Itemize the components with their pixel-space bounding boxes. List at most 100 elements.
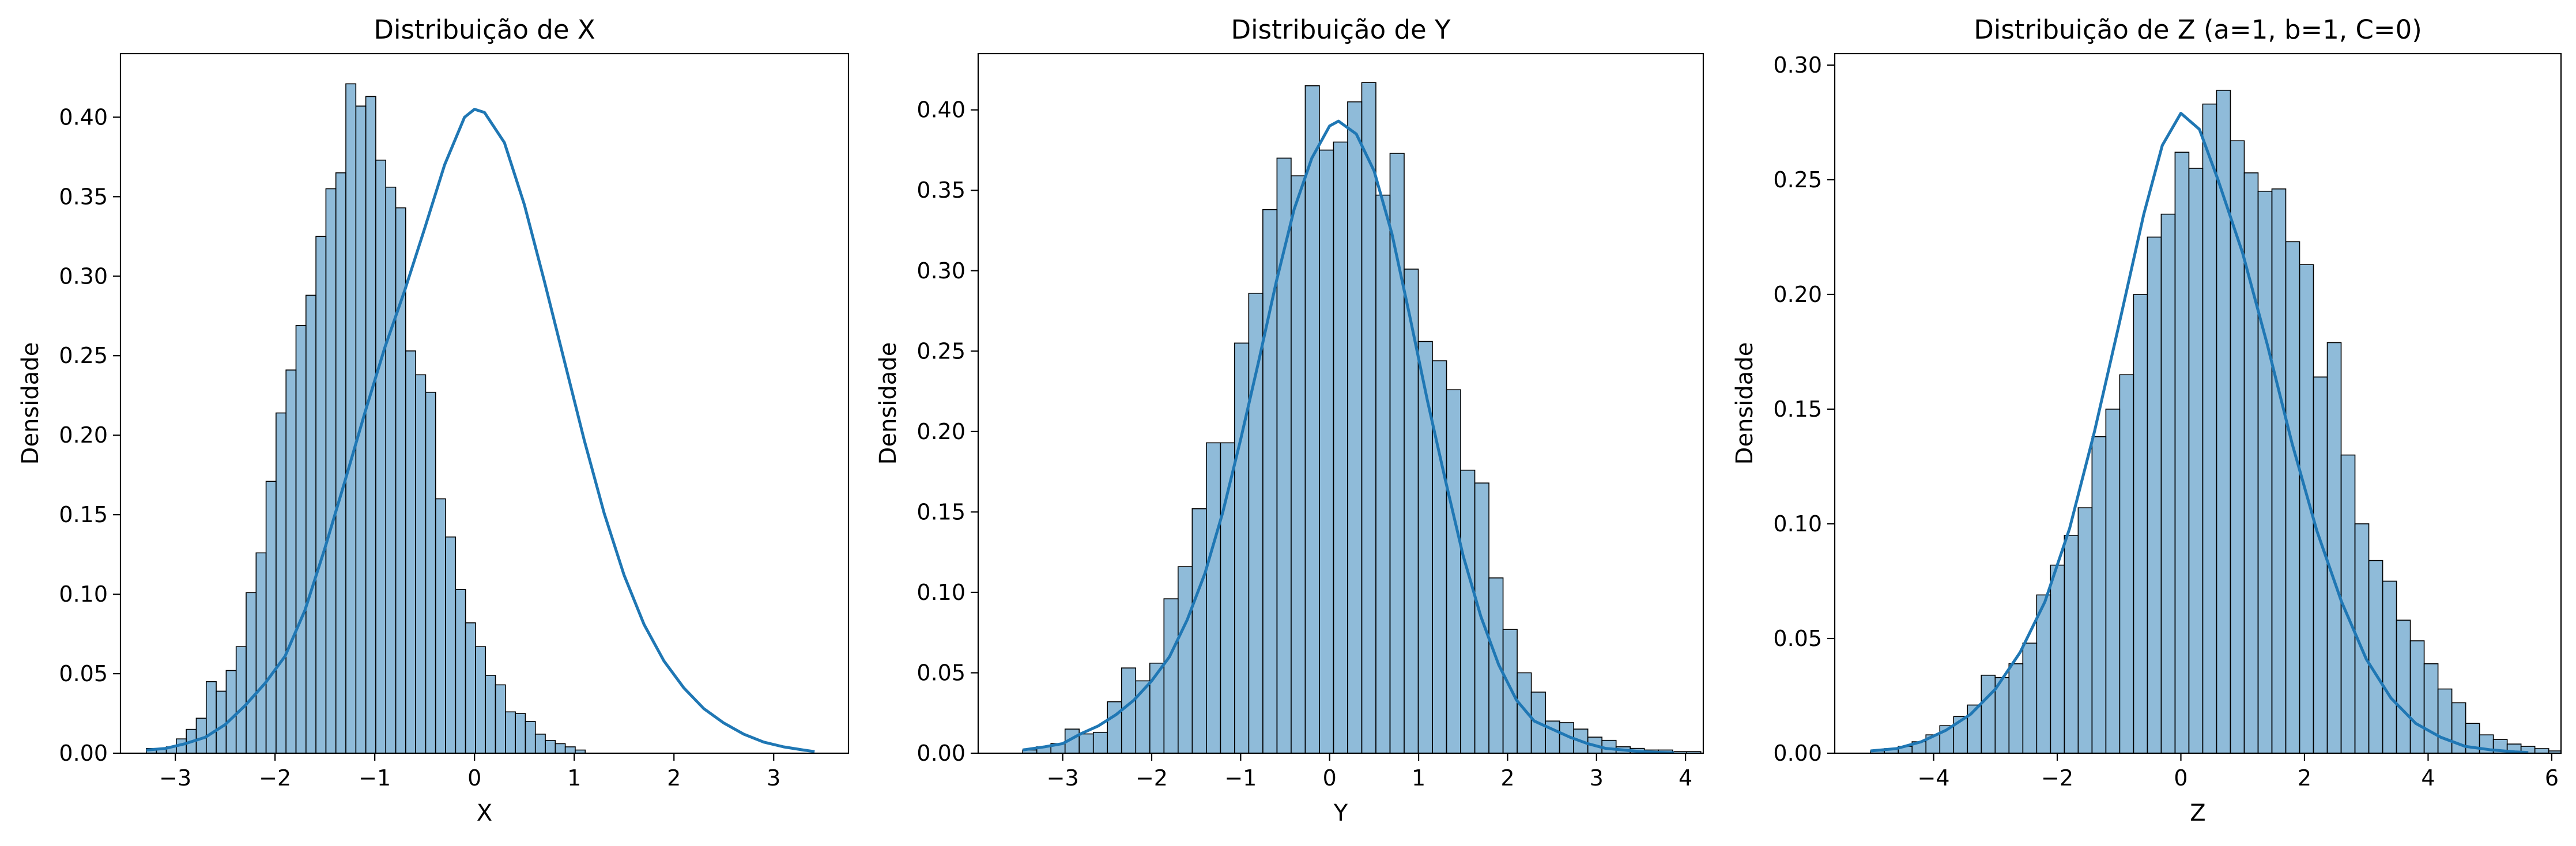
histogram-bar xyxy=(265,481,277,753)
x-tick-label: −1 xyxy=(1224,765,1257,791)
y-tick-label: 0.15 xyxy=(917,499,965,524)
histogram-bar xyxy=(515,713,526,753)
histogram-bar xyxy=(2202,103,2217,753)
histogram-bar xyxy=(1417,341,1433,753)
y-tick-label: 0.25 xyxy=(59,343,108,368)
histogram-bar xyxy=(325,188,337,753)
histogram-bar xyxy=(306,294,316,753)
histogram-bar xyxy=(1319,149,1334,753)
histogram-bar xyxy=(2188,168,2204,753)
chart-title: Distribuição de Z (a=1, b=1, C=0) xyxy=(1974,14,2422,45)
histogram-bar xyxy=(1347,101,1363,753)
histogram-bars xyxy=(1022,82,1702,753)
x-tick-label: 1 xyxy=(567,765,581,791)
histogram-bar xyxy=(2271,188,2287,753)
histogram-bar xyxy=(2077,507,2093,753)
x-tick-label: 2 xyxy=(2298,765,2311,791)
y-tick-label: 0.25 xyxy=(917,338,965,364)
histogram-bar xyxy=(1107,701,1122,753)
histogram-bar xyxy=(2257,191,2273,753)
histogram-bar xyxy=(2382,580,2397,753)
x-tick-label: 3 xyxy=(767,765,780,791)
y-tick-label: 0.05 xyxy=(1773,626,1822,651)
x-tick-label: −2 xyxy=(1136,765,1168,791)
histogram-bar xyxy=(375,160,387,753)
histogram-bar xyxy=(2409,640,2425,753)
histogram-bar xyxy=(2008,663,2024,753)
histogram-bar xyxy=(195,717,207,753)
histogram-bar xyxy=(1149,662,1165,753)
histogram-bar xyxy=(1389,153,1405,753)
chart-panel-3: −4 −2 0 2 4 6 0.00 0.05 0.10 0.15 0.20 0.25 0.30 Dist… xyxy=(1732,14,2576,826)
histogram-bar xyxy=(285,369,297,753)
y-tick-label: 0.15 xyxy=(59,502,108,527)
histogram-bar xyxy=(2563,751,2576,753)
kde-line xyxy=(1022,119,1674,753)
histogram-bar xyxy=(2534,748,2549,753)
histogram-bar xyxy=(2064,535,2079,753)
histogram-bar xyxy=(2216,89,2231,753)
histogram-bar xyxy=(485,675,496,753)
axes-frame xyxy=(977,52,1704,754)
histogram-bar xyxy=(1686,751,1702,753)
x-tick-label: −3 xyxy=(1047,765,1079,791)
histogram-bar xyxy=(295,325,307,753)
x-axis-label: Z xyxy=(2190,800,2205,826)
histogram-bar xyxy=(1967,704,1982,753)
histogram-bar xyxy=(475,646,486,753)
x-tick-label: 0 xyxy=(467,765,481,791)
y-tick-label: 0.05 xyxy=(917,660,965,685)
histogram-bar xyxy=(1121,667,1137,753)
y-tick-label: 0.35 xyxy=(59,184,108,209)
histogram-bar xyxy=(534,734,546,753)
histogram-bar xyxy=(2368,560,2383,753)
x-tick-label: 6 xyxy=(2545,765,2559,791)
histogram-bar xyxy=(2160,213,2176,753)
x-tick-label: −2 xyxy=(259,765,291,791)
y-tick-label: 0.10 xyxy=(59,581,108,607)
histogram-bar xyxy=(1206,442,1221,753)
histogram-bar xyxy=(2174,152,2190,753)
histogram-bar xyxy=(1375,194,1391,753)
y-tick-label: 0.40 xyxy=(917,97,965,123)
histogram-bar xyxy=(2105,409,2121,753)
x-tick-label: 4 xyxy=(1679,765,1692,791)
histogram-bar xyxy=(2091,436,2107,753)
y-tick-label: 0.00 xyxy=(917,741,965,766)
y-tick-label: 0.30 xyxy=(59,263,108,289)
histogram-bar xyxy=(1488,577,1504,753)
histogram-bar xyxy=(335,172,346,753)
histogram-bar xyxy=(1092,731,1108,753)
chart-title: Distribuição de X xyxy=(374,14,595,45)
histogram-bar xyxy=(1502,629,1518,753)
histogram-bar xyxy=(365,96,376,753)
x-tick-label: 0 xyxy=(1323,765,1337,791)
histogram-bar xyxy=(345,83,357,753)
histogram-bar xyxy=(2036,594,2051,753)
histogram-bar xyxy=(1234,342,1250,753)
histogram-bar xyxy=(2133,294,2148,753)
kde-line xyxy=(146,108,815,753)
histogram-bar xyxy=(2230,140,2245,753)
histogram-bar xyxy=(235,646,247,753)
axes-frame xyxy=(119,52,850,754)
y-tick-label: 0.20 xyxy=(917,419,965,444)
y-tick-label: 0.35 xyxy=(917,177,965,203)
histogram-bar xyxy=(425,391,436,753)
histogram-bar xyxy=(216,690,227,753)
histogram-bar xyxy=(1460,470,1476,753)
histogram-bar xyxy=(435,498,446,753)
y-tick-label: 0.25 xyxy=(1773,167,1822,192)
histogram-bar xyxy=(2050,564,2065,753)
histogram-bar xyxy=(2243,172,2259,753)
x-axis-label: Y xyxy=(1333,800,1348,826)
histogram-bar xyxy=(1333,141,1348,753)
histogram-bar xyxy=(276,412,287,753)
histogram-bar xyxy=(2022,643,2038,753)
histogram-bar xyxy=(2437,688,2453,753)
histogram-bars xyxy=(1870,89,2576,753)
chart-panel-2: −3 −2 −1 0 1 2 3 4 0.00 0.05 0.10 0.15 0.20 0.25 0.30 0… xyxy=(875,14,1704,826)
histogram-bar xyxy=(495,684,506,753)
x-tick-label: 2 xyxy=(1500,765,1514,791)
y-tick-label: 0.00 xyxy=(1773,741,1822,766)
